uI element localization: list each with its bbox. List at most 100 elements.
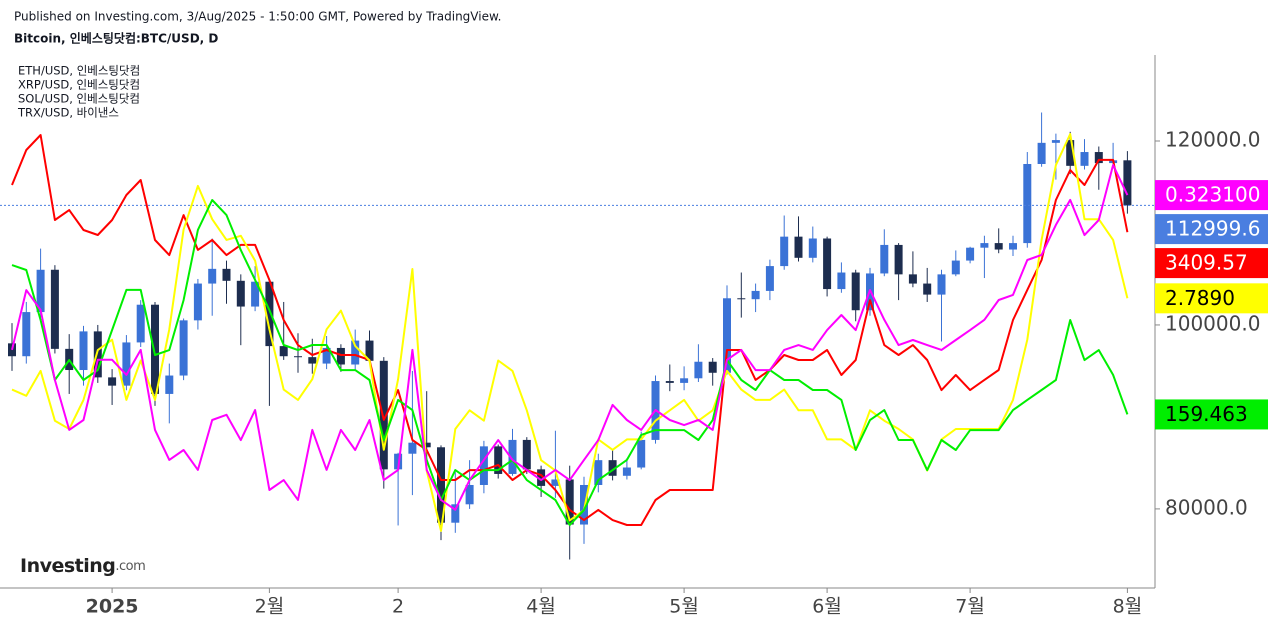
last-value-box — [1155, 283, 1268, 314]
candle-body — [508, 439, 517, 474]
candle-body — [179, 320, 188, 376]
x-tick-label: 2 — [392, 596, 404, 618]
candle-body — [551, 479, 560, 486]
chart-title: Bitcoin, 인베스팅닷컴:BTC/USD, D — [14, 31, 218, 46]
candle-body — [336, 347, 345, 365]
plot-area — [8, 112, 1132, 560]
candle-body — [93, 331, 102, 378]
candle-body — [465, 484, 474, 505]
candle-body — [151, 304, 159, 394]
candle-body — [780, 236, 789, 267]
candle-body — [622, 467, 631, 476]
candle-body — [765, 266, 774, 291]
x-tick-label: 4월 — [526, 596, 556, 618]
candle-body — [966, 247, 975, 261]
candle-body — [708, 361, 717, 373]
candle-body — [1080, 152, 1089, 166]
y-tick-label: 100000.0 — [1165, 311, 1260, 335]
legend-entry: SOL/USD, 인베스팅닷컴 — [18, 92, 140, 106]
candle-body — [479, 446, 488, 485]
candle-body — [208, 268, 217, 284]
candle-body — [1123, 160, 1132, 206]
x-tick-label: 8월 — [1113, 596, 1143, 618]
candle-body — [851, 272, 860, 311]
legend-entry: XRP/USD, 인베스팅닷컴 — [18, 78, 140, 92]
candle-body — [351, 340, 360, 365]
candle-body — [451, 504, 460, 523]
candle-body — [894, 244, 903, 275]
candle-body — [365, 340, 374, 361]
candle-body — [36, 269, 45, 313]
legend-entry: TRX/USD, 바이낸스 — [17, 106, 119, 120]
candle-body — [251, 281, 260, 307]
legend-entry: ETH/USD, 인베스팅닷컴 — [18, 64, 140, 78]
candle-body — [437, 447, 445, 523]
x-tick-label: 7월 — [955, 596, 985, 618]
candle-body — [294, 356, 302, 358]
candle-body — [680, 378, 689, 383]
x-tick-label: 6월 — [812, 596, 842, 618]
candle-body — [1023, 163, 1032, 244]
candle-body — [737, 298, 746, 300]
candle-body — [494, 446, 503, 474]
candle-body — [923, 283, 932, 295]
candle-body — [1094, 152, 1103, 164]
candle-body — [265, 281, 274, 347]
last-value-label: 112999.6 — [1165, 217, 1260, 241]
candle-body — [122, 342, 131, 386]
candle-body — [50, 269, 59, 349]
candle-body — [823, 238, 832, 290]
candle-body — [379, 360, 388, 470]
candle-body — [808, 238, 817, 258]
candle-body — [136, 304, 145, 343]
candle-body — [751, 290, 760, 300]
last-value-label: 0.323100 — [1165, 183, 1260, 207]
candle-body — [236, 280, 245, 307]
candle-body — [580, 484, 588, 525]
candle-body — [108, 377, 117, 386]
candle-body — [880, 244, 889, 274]
candle-body — [665, 381, 674, 383]
candle-body — [279, 346, 288, 357]
candle-body — [994, 243, 1003, 250]
candle-body — [594, 460, 603, 485]
candle-body — [1066, 140, 1075, 166]
candle-body — [322, 347, 331, 364]
candle-body — [408, 442, 417, 454]
overlay — [0, 133, 1155, 532]
candle-body — [79, 331, 88, 371]
series-line — [11, 199, 1129, 526]
y-tick-label: 80000.0 — [1165, 495, 1248, 519]
x-tick-label: 2025 — [86, 596, 139, 618]
candle-body — [694, 361, 703, 379]
publish-note: Published on Investing.com, 3/Aug/2025 -… — [14, 10, 501, 24]
candle-body — [165, 375, 174, 394]
candle-body — [1009, 243, 1017, 250]
candle-body — [565, 479, 574, 525]
watermark-brand: Investing — [20, 555, 115, 577]
last-value-label: 3409.57 — [1165, 251, 1248, 275]
candle-body — [308, 357, 317, 364]
candle-body — [723, 298, 731, 373]
series-line — [11, 134, 1129, 526]
candle-body — [422, 442, 431, 448]
candle-body — [937, 274, 946, 295]
candle-body — [794, 236, 803, 258]
last-value-box — [1155, 214, 1268, 245]
candle-body — [980, 243, 989, 248]
candle-body — [951, 260, 960, 275]
candle-body — [222, 268, 231, 281]
last-value-box — [1155, 248, 1268, 279]
series-line — [11, 164, 1129, 511]
candle-body — [608, 460, 617, 476]
candle-body — [537, 469, 546, 486]
x-tick-label: 2월 — [255, 596, 285, 618]
candle-body — [193, 283, 202, 321]
candle-body — [908, 274, 917, 284]
last-value-box — [1155, 180, 1268, 211]
candle-body — [1037, 142, 1046, 164]
x-tick-label: 5월 — [669, 596, 699, 618]
